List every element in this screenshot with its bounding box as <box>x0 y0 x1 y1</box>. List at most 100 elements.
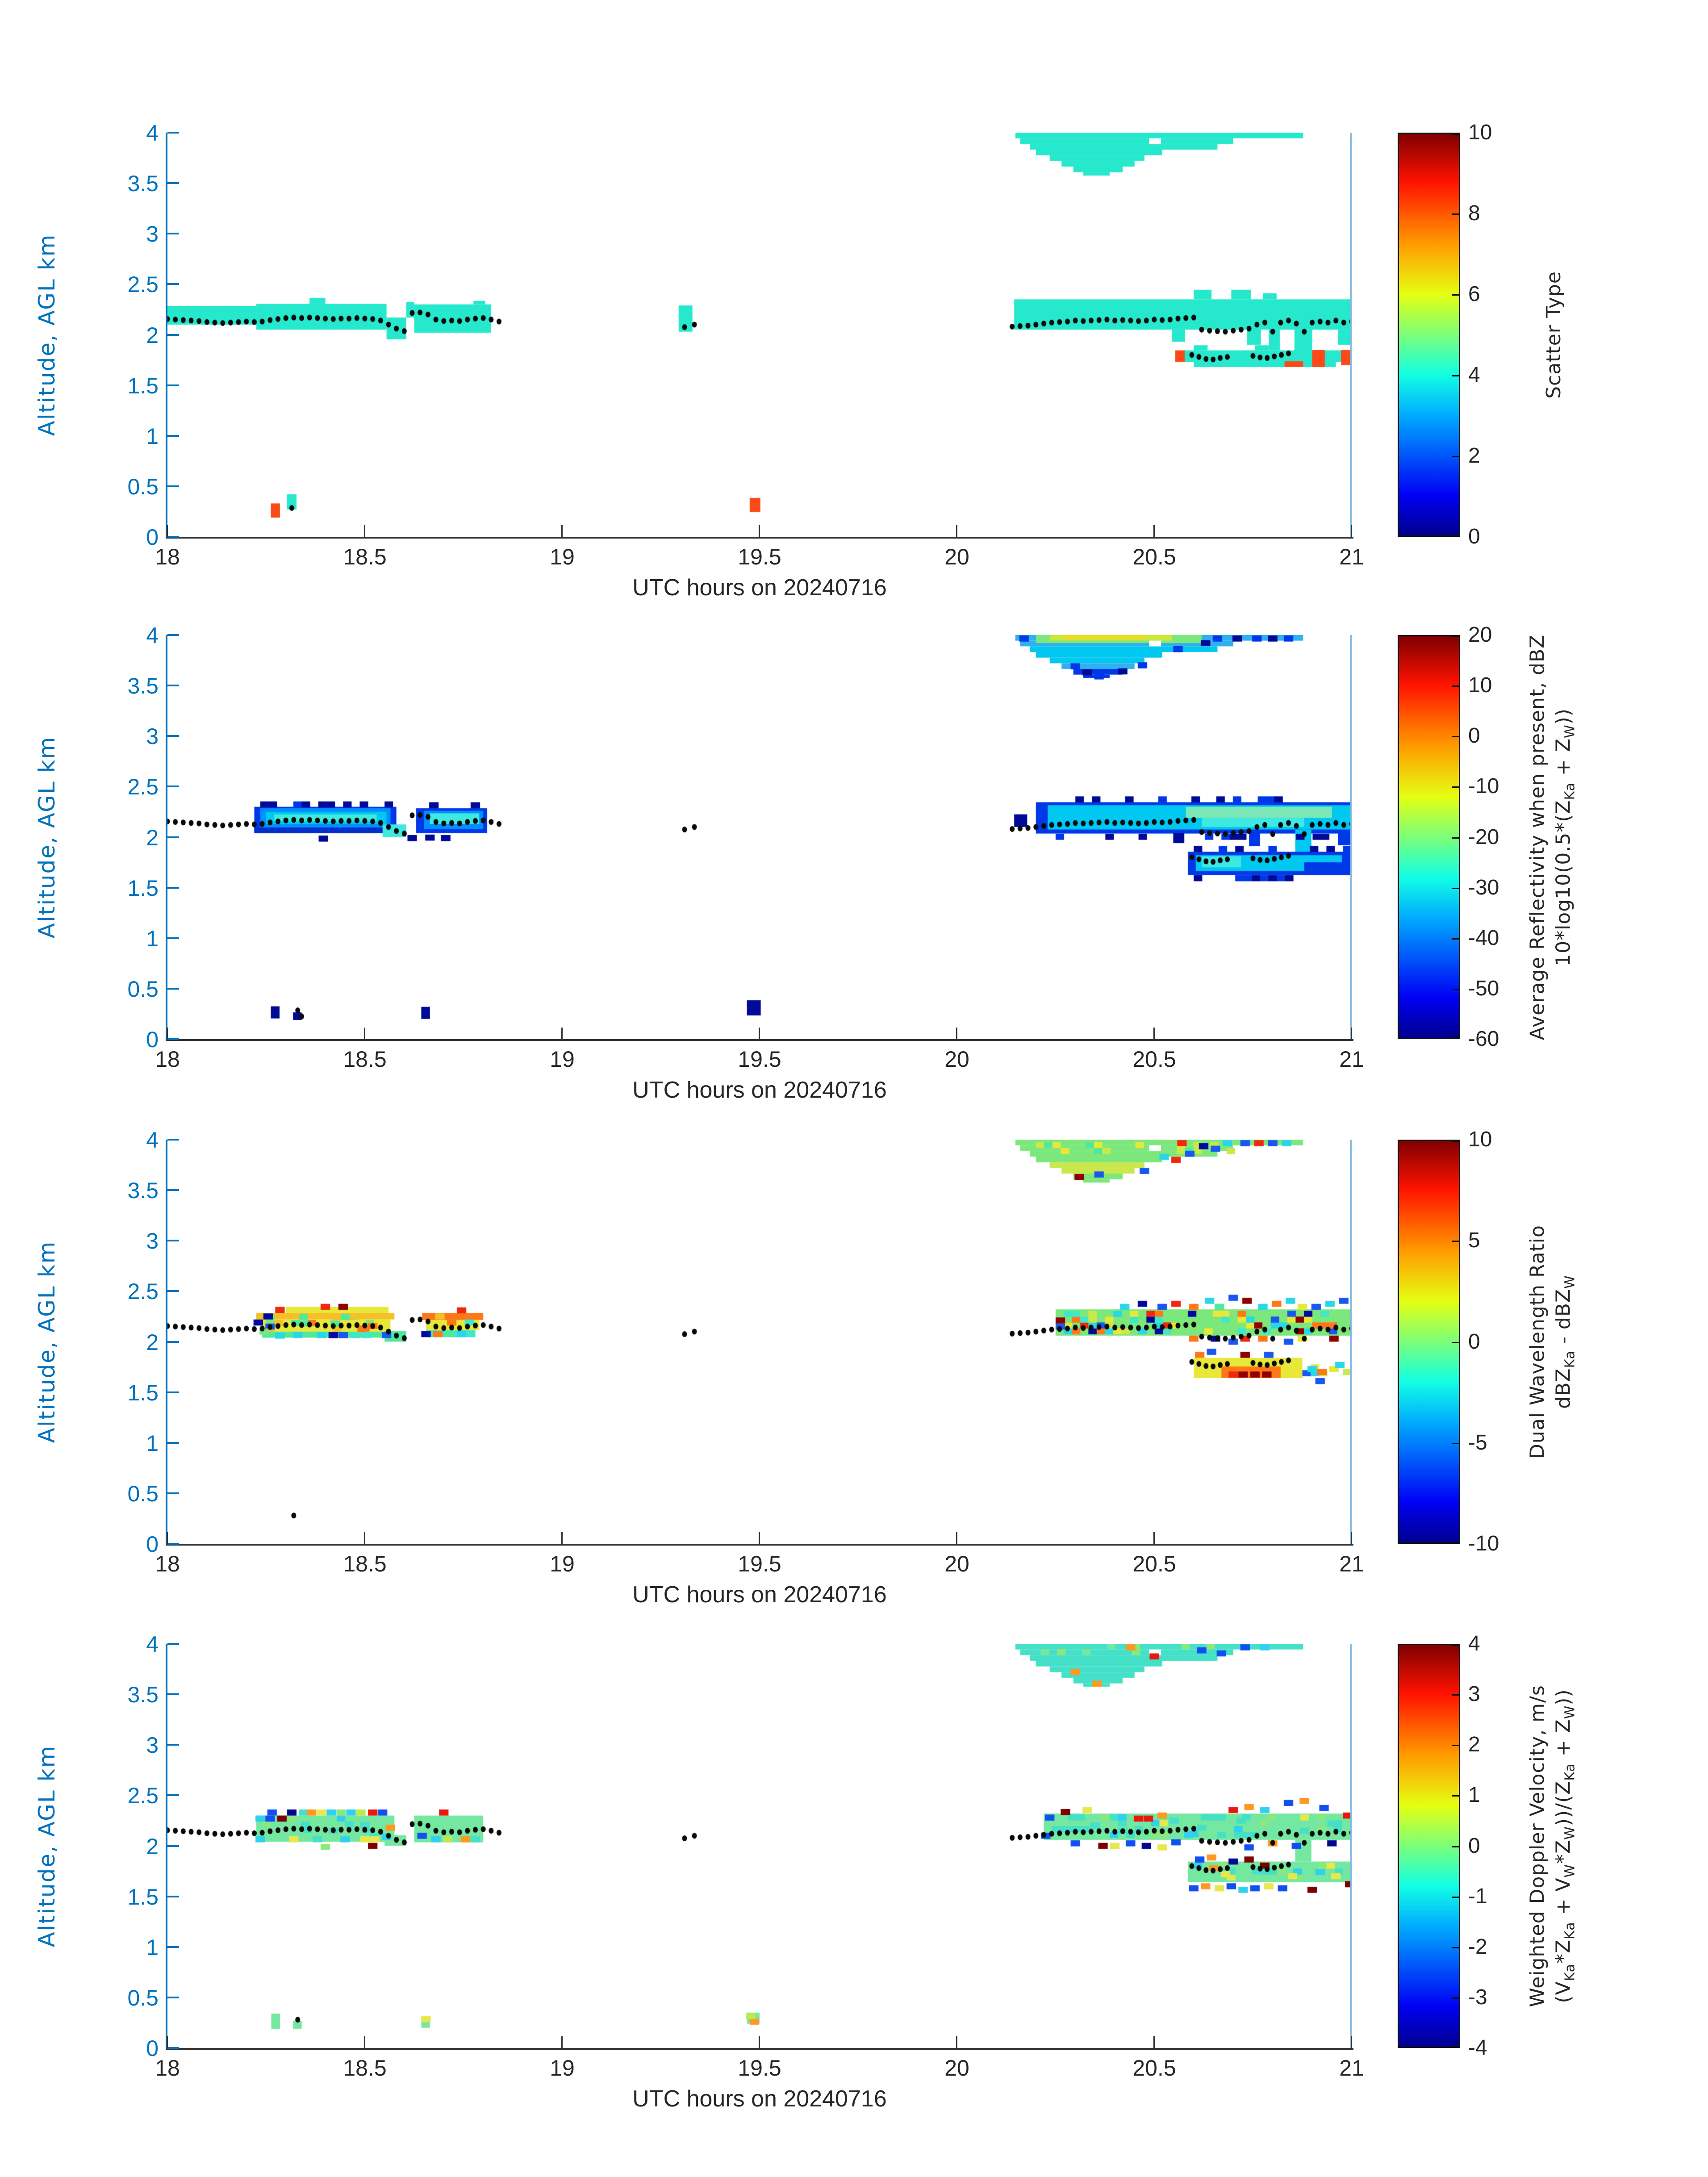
y-tick-label: 1 <box>146 423 159 449</box>
y-axis-spine <box>166 1140 167 1544</box>
x-tick-label: 21 <box>1339 544 1364 569</box>
x-tick <box>1153 2036 1155 2048</box>
y-tick-label: 0 <box>146 525 159 550</box>
y-tick <box>167 233 179 235</box>
x-tick-label: 18 <box>155 1551 180 1576</box>
x-tick <box>364 1028 365 1039</box>
colorbar-tick <box>1452 1947 1459 1948</box>
y-tick-label: 0 <box>146 2036 159 2061</box>
x-tick-label: 18.5 <box>343 2056 387 2081</box>
colorbar-tick <box>1452 294 1459 296</box>
y-tick <box>167 435 179 437</box>
colorbar-tick-label: 10 <box>1468 673 1492 698</box>
y-tick-label: 2.5 <box>127 272 159 297</box>
x-tick <box>364 2036 365 2048</box>
y-tick <box>167 334 179 336</box>
y-tick <box>167 937 179 939</box>
y-tick-label: 3.5 <box>127 1178 159 1203</box>
y-tick-label: 0 <box>146 1532 159 1557</box>
x-tick <box>1153 525 1155 537</box>
x-tick-label: 18.5 <box>343 1551 387 1576</box>
y-tick-label: 4 <box>146 623 159 648</box>
x-tick-label: 18 <box>155 2056 180 2081</box>
y-tick-label: 2.5 <box>127 1279 159 1304</box>
colorbar-title: Average Reflectivity when present, dBZ 10… <box>1525 634 1583 1040</box>
y-tick <box>167 182 179 184</box>
colorbar-tick-label: -2 <box>1468 1935 1487 1959</box>
y-axis-spine <box>166 1644 167 2048</box>
colorbar-tick <box>1452 988 1459 990</box>
x-tick-label: 18.5 <box>343 1047 387 1072</box>
y-tick-label: 2 <box>146 825 159 850</box>
y-tick-label: 2 <box>146 322 159 348</box>
x-tick <box>167 2036 168 2048</box>
colorbar-tick-label: -1 <box>1468 1884 1487 1908</box>
x-tick <box>956 525 957 537</box>
y-tick-label: 4 <box>146 1632 159 1657</box>
x-tick <box>759 1028 760 1039</box>
y-tick-label: 1 <box>146 1430 159 1456</box>
y-tick-label: 1 <box>146 1935 159 1960</box>
colorbar-tick <box>1452 837 1459 839</box>
x-tick <box>1351 1028 1352 1039</box>
y-axis-label: Altitude, AGL km <box>34 234 60 436</box>
right-spine <box>1350 1644 1352 2048</box>
y-tick <box>167 132 179 134</box>
x-tick <box>561 1532 563 1544</box>
x-axis-spine <box>166 537 1353 539</box>
heatmap-canvas-average-reflectivity <box>167 635 1352 1039</box>
colorbar-tick <box>1452 685 1459 687</box>
y-tick <box>167 634 179 636</box>
colorbar-scatter-type <box>1398 133 1460 537</box>
x-tick-label: 18 <box>155 544 180 569</box>
y-tick-label: 1.5 <box>127 1884 159 1910</box>
y-tick-label: 1 <box>146 926 159 951</box>
colorbar-tick-label: 0 <box>1468 525 1480 548</box>
y-tick <box>167 2047 179 2049</box>
colorbar-tick-label: 5 <box>1468 1228 1480 1253</box>
y-tick-label: 4 <box>146 1128 159 1153</box>
colorbar-tick <box>1452 1542 1459 1543</box>
colorbar-tick-label: -10 <box>1468 1532 1499 1555</box>
colorbar-tick <box>1452 1341 1459 1343</box>
colorbar-tick-label: -30 <box>1468 875 1499 899</box>
x-tick <box>364 1532 365 1544</box>
colorbar-tick-label: 0 <box>1468 1329 1480 1354</box>
y-tick-label: 1.5 <box>127 875 159 901</box>
colorbar-tick <box>1452 1141 1459 1142</box>
x-axis-spine <box>166 2048 1353 2050</box>
right-spine <box>1350 133 1352 537</box>
colorbar-tick-label: 2 <box>1468 444 1480 468</box>
y-tick-label: 0.5 <box>127 474 159 499</box>
colorbar-dual-wavelength-ratio <box>1398 1140 1460 1544</box>
colorbar-tick <box>1452 1846 1459 1847</box>
colorbar-tick <box>1452 1694 1459 1696</box>
y-tick-label: 1.5 <box>127 1380 159 1405</box>
colorbar-tick <box>1452 375 1459 376</box>
colorbar-tick-label: -3 <box>1468 1985 1487 2009</box>
y-tick-label: 0 <box>146 1027 159 1052</box>
heatmap-canvas-weighted-doppler-velocity <box>167 1644 1352 2048</box>
x-tick-label: 20 <box>944 544 969 569</box>
y-tick <box>167 485 179 487</box>
x-tick-label: 21 <box>1339 2056 1364 2081</box>
y-tick <box>167 283 179 285</box>
x-axis-label: UTC hours on 20240716 <box>632 575 887 601</box>
y-tick <box>167 1543 179 1545</box>
x-tick-label: 19 <box>550 544 575 569</box>
right-spine <box>1350 635 1352 1039</box>
x-tick <box>1351 2036 1352 2048</box>
x-tick-label: 19 <box>550 1047 575 1072</box>
colorbar-tick <box>1452 786 1459 788</box>
colorbar-tick-label: 20 <box>1468 623 1492 647</box>
colorbar-title: Dual Wavelength Ratio dBZKa - dBZW <box>1525 1225 1583 1459</box>
x-tick <box>759 525 760 537</box>
colorbar-tick <box>1452 636 1459 637</box>
x-tick-label: 19.5 <box>738 1047 781 1072</box>
x-tick <box>956 2036 957 2048</box>
y-tick <box>167 1189 179 1191</box>
colorbar-tick <box>1452 887 1459 889</box>
colorbar-title: Scatter Type <box>1541 271 1567 399</box>
colorbar-title-line: 10*log10(0.5*(ZKa + ZW)) <box>1552 708 1578 966</box>
